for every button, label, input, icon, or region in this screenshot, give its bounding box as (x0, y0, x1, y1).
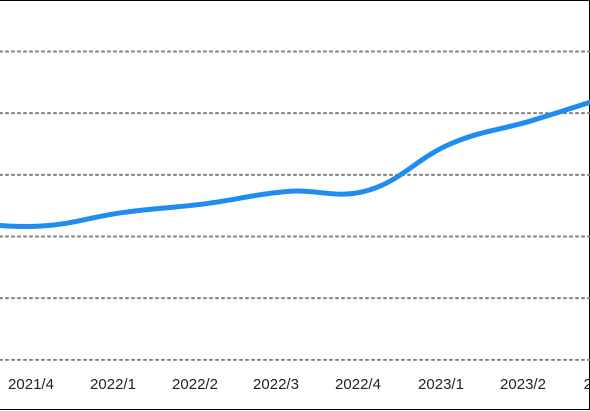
x-axis-tick-labels: 2021/4 2022/1 2022/2 2022/3 2022/4 2023/1 2023… (8, 376, 590, 393)
x-tick-label: 2022/4 (335, 376, 381, 393)
x-tick-label: 2021/4 (8, 376, 54, 393)
x-tick-label: 2022/1 (90, 376, 136, 393)
series-line (0, 99, 590, 229)
x-tick-label: 2023/1 (418, 376, 464, 393)
x-tick-label: 20 (584, 376, 590, 393)
gridlines (0, 50, 590, 361)
x-tick-label: 2023/2 (500, 376, 546, 393)
x-tick-label: 2022/2 (172, 376, 218, 393)
x-tick-label: 2022/3 (253, 376, 299, 393)
series-layer (0, 99, 590, 229)
